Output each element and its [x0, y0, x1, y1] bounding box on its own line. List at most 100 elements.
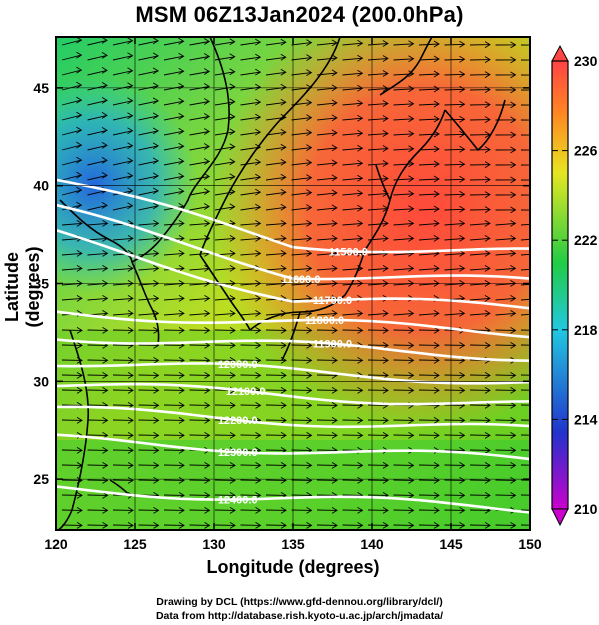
wind-arrow — [393, 235, 415, 242]
wind-arrow — [163, 477, 185, 484]
wind-arrow — [189, 507, 211, 514]
wind-arrow — [214, 372, 236, 379]
wind-arrow — [265, 250, 287, 257]
wind-arrow — [520, 253, 530, 256]
wind-arrow — [214, 492, 236, 499]
wind-arrow — [495, 250, 517, 257]
wind-arrow — [393, 492, 415, 499]
wind-arrow — [495, 131, 517, 139]
wind-arrow — [291, 39, 313, 46]
wind-arrow — [112, 507, 134, 514]
wind-arrow — [112, 522, 134, 529]
wind-arrow — [316, 310, 338, 317]
wind-arrow — [265, 432, 287, 439]
wind-arrow — [61, 141, 83, 151]
wind-arrow — [189, 372, 211, 379]
wind-arrow — [163, 295, 185, 302]
colorbar-tick-label: 218 — [574, 322, 598, 338]
wind-arrow — [367, 462, 389, 469]
wind-arrow — [393, 522, 415, 529]
wind-arrow — [61, 492, 83, 499]
wind-arrow — [291, 204, 313, 211]
wind-arrow — [469, 372, 491, 379]
wind-arrow — [112, 357, 134, 364]
wind-arrow — [495, 146, 517, 154]
wind-arrow — [214, 477, 236, 484]
wind-arrow — [138, 522, 160, 529]
contour-label: 12300.0 — [218, 447, 258, 459]
wind-arrow — [342, 159, 364, 167]
wind-arrow — [87, 250, 109, 257]
wind-arrow — [61, 220, 83, 227]
wind-arrow — [240, 158, 262, 166]
wind-arrow — [469, 161, 491, 168]
wind-vectors — [61, 37, 530, 529]
wind-arrow — [163, 157, 185, 166]
wind-arrow — [393, 100, 415, 108]
wind-arrow — [469, 432, 491, 439]
wind-arrow — [163, 142, 185, 151]
wind-arrow — [189, 173, 211, 181]
wind-arrow — [418, 175, 440, 183]
wind-arrow — [393, 205, 415, 213]
wind-arrow — [214, 310, 236, 317]
wind-arrow — [214, 53, 236, 61]
wind-arrow — [495, 41, 517, 49]
wind-arrow — [163, 67, 185, 76]
wind-arrow — [469, 101, 491, 108]
wind-arrow — [469, 176, 491, 183]
wind-arrow — [520, 59, 530, 61]
wind-arrow — [367, 327, 389, 334]
wind-arrow — [418, 190, 440, 198]
wind-arrow — [418, 357, 440, 364]
wind-arrow — [214, 357, 236, 364]
wind-arrow — [444, 160, 466, 168]
wind-arrow — [112, 37, 134, 46]
wind-arrow — [163, 417, 185, 424]
wind-arrow — [393, 310, 415, 317]
wind-arrow — [418, 160, 440, 168]
wind-arrow — [367, 70, 389, 77]
wind-arrow — [418, 70, 440, 78]
wind-arrow — [265, 522, 287, 529]
wind-arrow — [520, 194, 530, 196]
wind-arrow — [214, 522, 236, 529]
wind-arrow — [291, 310, 313, 317]
wind-arrow — [444, 507, 466, 514]
wind-arrow — [469, 250, 491, 257]
wind-arrow — [138, 235, 160, 242]
wind-arrow — [240, 295, 262, 302]
wind-arrow — [418, 387, 440, 394]
wind-arrow — [342, 204, 364, 212]
wind-arrow — [367, 145, 389, 152]
wind-arrow — [87, 97, 108, 106]
wind-arrow — [469, 191, 491, 198]
wind-arrow — [214, 265, 236, 272]
wind-arrow — [265, 402, 287, 409]
wind-arrow — [189, 113, 211, 121]
wind-arrow — [520, 464, 530, 466]
wind-arrow — [469, 56, 491, 63]
wind-arrow — [393, 417, 415, 424]
wind-arrow — [138, 250, 160, 257]
wind-arrow — [265, 98, 287, 106]
wind-arrow — [189, 68, 211, 76]
wind-arrow — [444, 265, 466, 272]
wind-arrow — [393, 115, 415, 123]
wind-arrow — [418, 40, 440, 48]
wind-arrow — [469, 220, 491, 227]
x-tick-label: 135 — [281, 536, 305, 552]
wind-arrow — [495, 220, 517, 227]
wind-arrow — [393, 220, 415, 227]
wind-arrow — [495, 191, 517, 199]
wind-arrow — [367, 85, 389, 92]
y-tick-label: 35 — [33, 276, 49, 292]
wind-arrow — [418, 372, 440, 379]
wind-arrow — [367, 115, 389, 122]
wind-arrow — [520, 223, 530, 226]
wind-arrow — [495, 372, 517, 379]
wind-arrow — [189, 188, 211, 196]
wind-arrow — [138, 462, 160, 469]
wind-arrow — [189, 143, 211, 151]
wind-arrow — [291, 235, 313, 242]
